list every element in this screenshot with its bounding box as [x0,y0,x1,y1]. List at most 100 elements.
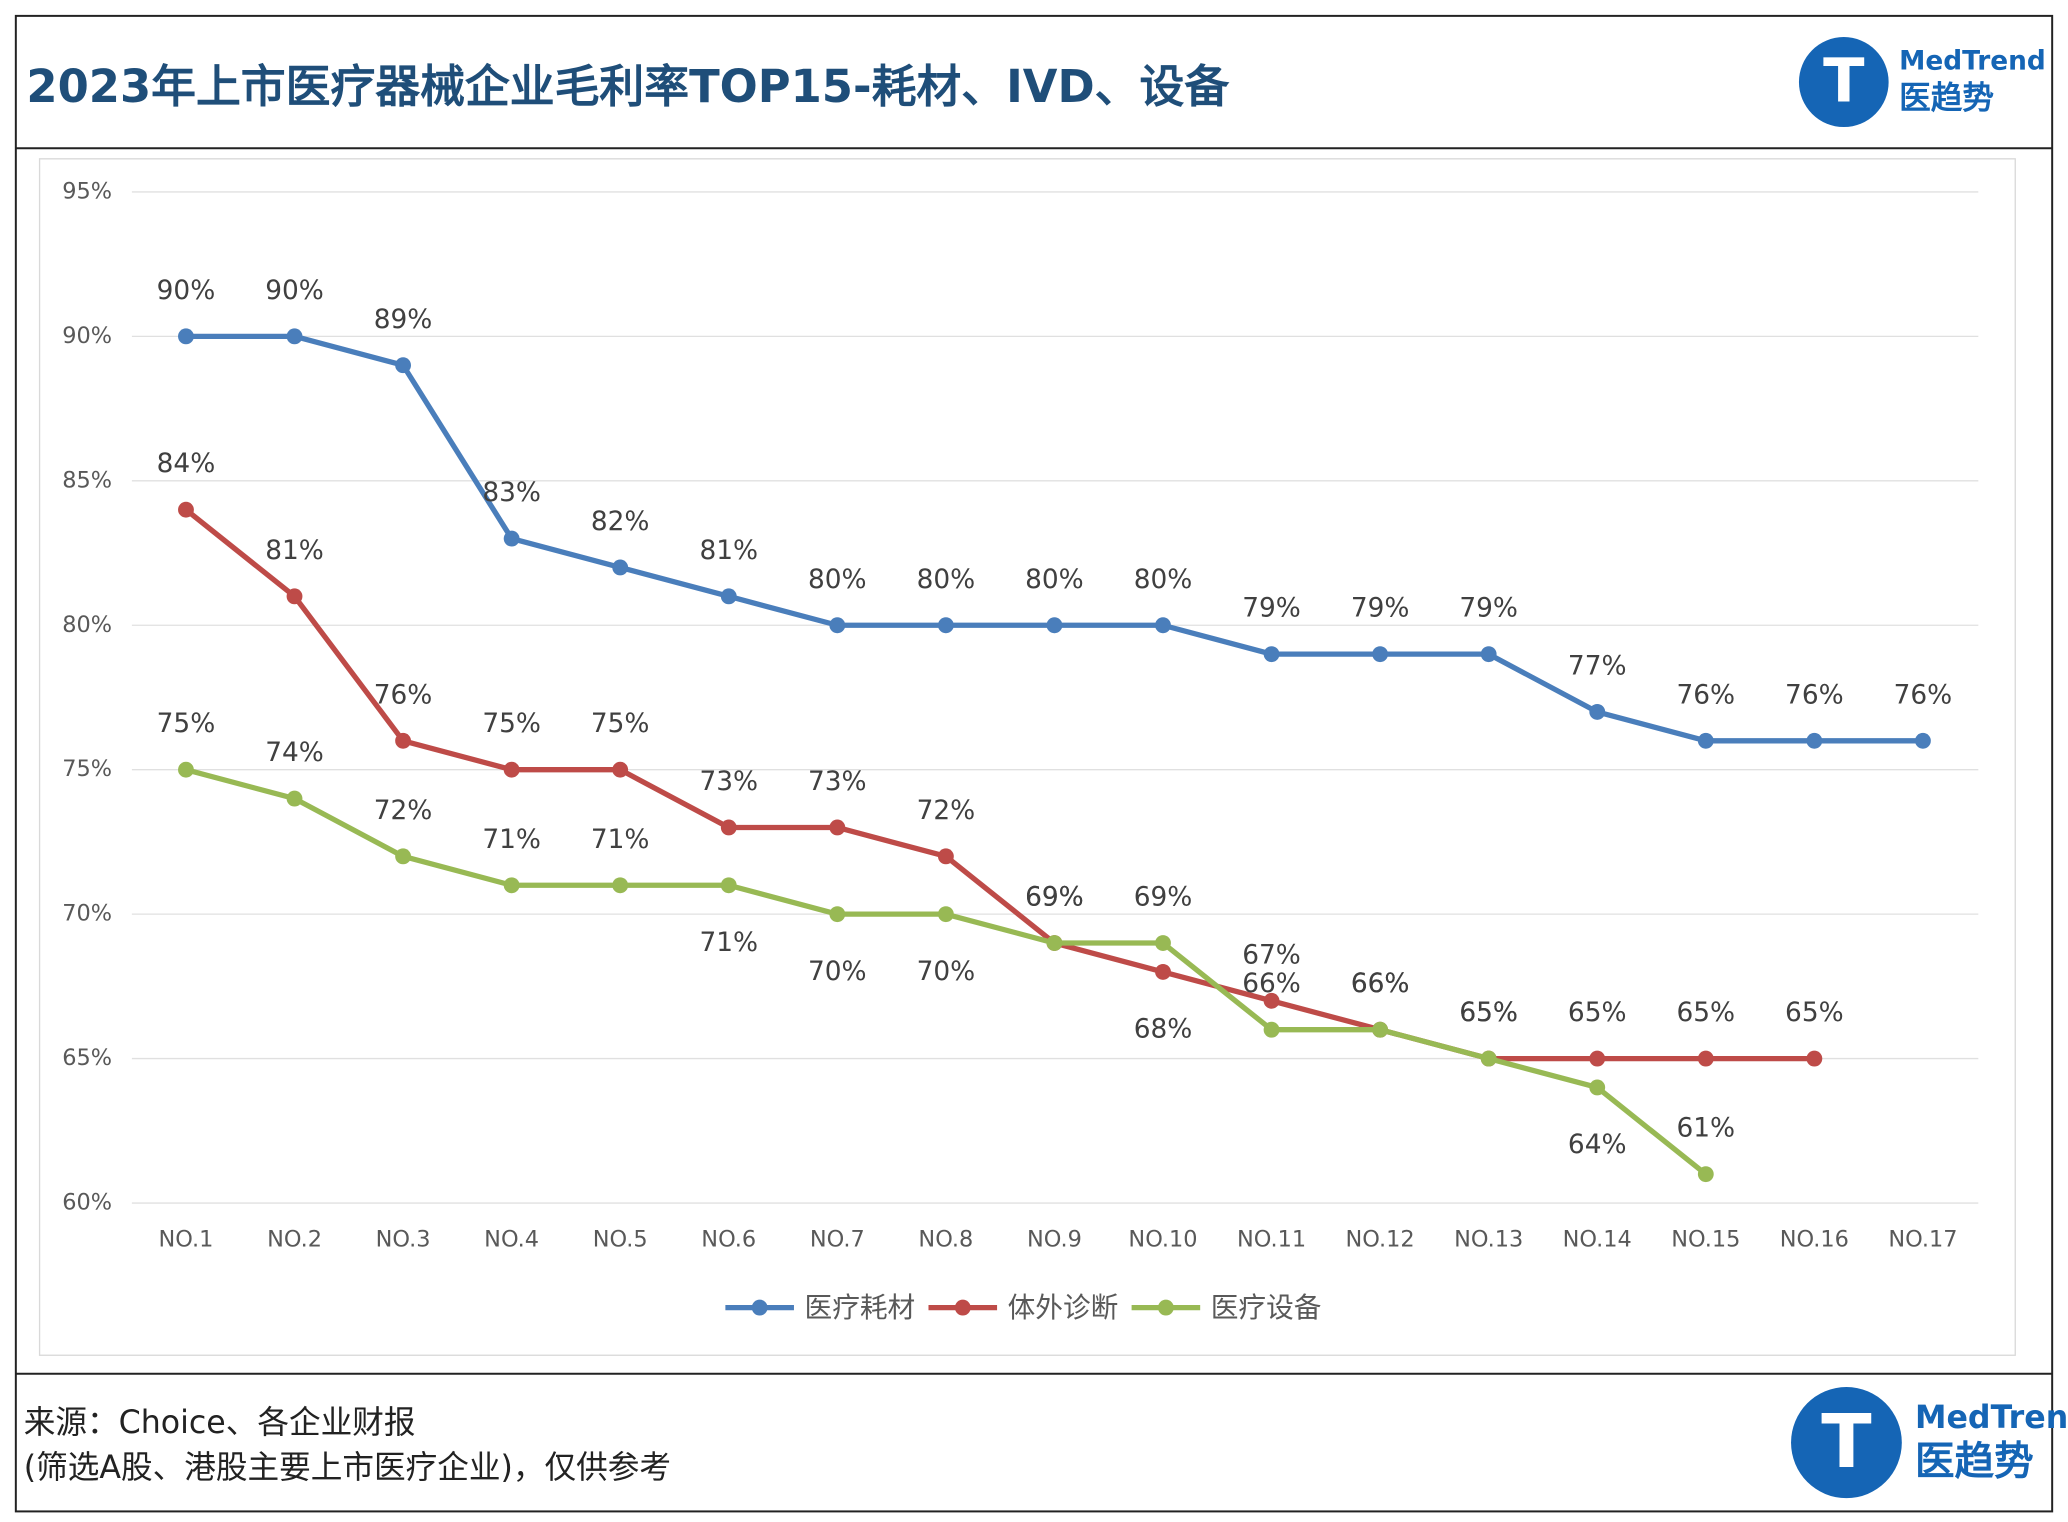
data-point [286,588,303,605]
x-tick-label: NO.9 [1027,1227,1082,1253]
data-label: 65% [1785,997,1844,1028]
data-point [503,761,520,778]
y-tick-label: 90% [62,323,112,349]
data-point [720,877,737,894]
data-point [829,617,846,634]
data-point [286,328,303,345]
data-point [1263,646,1280,663]
data-label: 66% [1242,968,1301,999]
data-label: 65% [1677,997,1736,1028]
x-tick-label: NO.15 [1671,1227,1740,1253]
data-label: 64% [1568,1129,1627,1160]
data-point [720,819,737,836]
data-label: 72% [917,795,976,826]
logo: T MedTrend 医趋势 [1791,1387,2068,1499]
frame [14,14,2054,1513]
data-point [178,328,194,345]
legend-marker [954,1299,971,1316]
logo-name: 医趋势 [1899,80,1994,116]
data-label: 70% [808,956,867,987]
logo-brand: MedTrend [1915,1400,2068,1436]
x-tick-label: NO.13 [1454,1227,1523,1253]
data-label: 80% [917,564,976,595]
data-label: 80% [808,564,867,595]
logo-icon [1791,1387,1902,1499]
data-label: 90% [157,275,216,306]
data-point [1155,935,1171,951]
data-label: 68% [1134,1014,1193,1045]
plot-frame [38,158,2016,1356]
x-tick-label: NO.2 [267,1227,322,1253]
logo: T MedTrend 医趋势 [1798,37,2046,128]
data-label: 71% [699,927,758,958]
data-point [1046,935,1063,951]
data-point [937,906,954,923]
x-tick-label: NO.4 [484,1227,539,1253]
x-tick-label: NO.3 [376,1227,431,1253]
data-label: 65% [1459,997,1518,1028]
data-label: 74% [265,737,324,768]
y-tick-label: 70% [62,901,112,927]
data-point [1480,1050,1497,1067]
x-tick-label: NO.7 [810,1227,865,1253]
data-label: 82% [591,506,650,537]
x-tick-label: NO.11 [1237,1227,1306,1253]
data-label: 69% [1134,882,1193,913]
logo-name: 医趋势 [1915,1438,2034,1484]
data-label: 66% [1351,968,1410,999]
data-label: 66% [1351,968,1410,999]
data-point [1263,1021,1280,1038]
x-tick-label: NO.10 [1128,1227,1197,1253]
legend-label: 医疗设备 [1211,1291,1322,1324]
data-label: 67% [1242,939,1301,970]
data-label: 83% [482,477,541,508]
data-point [1155,963,1171,980]
legend-label: 医疗耗材 [805,1291,916,1324]
data-point [1697,1166,1714,1183]
data-point [829,819,846,836]
data-point [1697,1050,1714,1067]
data-point [612,761,629,778]
data-point [1155,617,1171,634]
x-tick-label: NO.12 [1346,1227,1415,1253]
data-label: 65% [1459,997,1518,1028]
data-point [503,877,520,894]
data-label: 80% [1134,564,1193,595]
x-tick-label: NO.16 [1780,1227,1849,1253]
data-label: 81% [265,535,324,566]
data-label: 73% [808,766,867,797]
data-label: 72% [374,795,433,826]
data-point [1806,1050,1823,1067]
data-label: 79% [1242,593,1301,624]
y-tick-label: 80% [62,612,112,638]
data-label: 70% [917,956,976,987]
y-tick-label: 75% [62,756,112,782]
data-label: 80% [1025,564,1084,595]
data-label: 79% [1459,593,1518,624]
y-tick-label: 60% [62,1190,112,1216]
data-label: 81% [699,535,758,566]
data-label: 76% [374,679,433,710]
data-point [1589,703,1606,720]
data-point [1480,646,1497,663]
data-point [1046,617,1063,634]
data-point [286,790,303,807]
y-tick-label: 95% [62,178,112,204]
data-point [612,559,629,576]
series-line [184,507,1815,1062]
x-tick-label: NO.8 [918,1227,973,1253]
data-label: 76% [1677,679,1736,710]
data-point [1372,1021,1389,1038]
data-point [395,357,411,374]
data-label: 76% [1785,679,1844,710]
data-point [829,906,846,923]
data-point [1697,732,1714,749]
data-label: 90% [265,275,324,306]
data-label: 71% [591,824,650,855]
data-label: 69% [1025,882,1084,913]
legend-marker [751,1299,768,1316]
y-tick-label: 85% [62,467,112,493]
data-point [178,761,194,778]
data-label: 71% [482,824,541,855]
legend-marker [1157,1299,1174,1316]
